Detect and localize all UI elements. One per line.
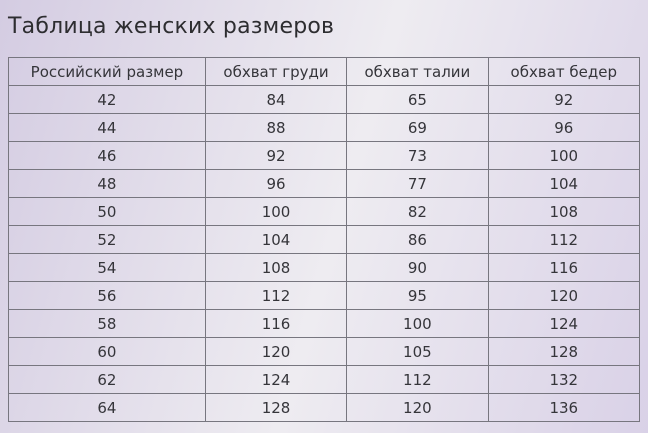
table-cell: 60 (8, 337, 206, 366)
table-cell: 112 (487, 225, 641, 254)
table-row: 42 84 65 92 (8, 85, 641, 114)
table-row: 52 104 86 112 (8, 225, 641, 254)
table-cell: 50 (8, 197, 206, 226)
table-cell: 128 (204, 393, 348, 422)
table-row: 60 120 105 128 (8, 337, 641, 366)
table-cell: 42 (8, 85, 206, 114)
table-cell: 84 (204, 85, 348, 114)
table-cell: 46 (8, 141, 206, 170)
table-cell: 100 (346, 309, 489, 338)
table-cell: 116 (204, 309, 348, 338)
column-header: обхват талии (346, 57, 489, 86)
table-cell: 92 (204, 141, 348, 170)
table-cell: 120 (204, 337, 348, 366)
table-cell: 100 (487, 141, 641, 170)
table-cell: 90 (346, 253, 489, 282)
column-header: обхват бедер (487, 57, 641, 86)
table-row: 62 124 112 132 (8, 365, 641, 394)
table-cell: 132 (487, 365, 641, 394)
table-cell: 100 (204, 197, 348, 226)
table-cell: 112 (204, 281, 348, 310)
table-cell: 136 (487, 393, 641, 422)
table-cell: 82 (346, 197, 489, 226)
table-cell: 120 (487, 281, 641, 310)
table-cell: 104 (487, 169, 641, 198)
table-cell: 44 (8, 113, 206, 142)
table-cell: 95 (346, 281, 489, 310)
table-cell: 124 (487, 309, 641, 338)
table-cell: 56 (8, 281, 206, 310)
table-cell: 48 (8, 169, 206, 198)
table-cell: 73 (346, 141, 489, 170)
table-row: 58 116 100 124 (8, 309, 641, 338)
table-cell: 105 (346, 337, 489, 366)
table-cell: 124 (204, 365, 348, 394)
table-cell: 128 (487, 337, 641, 366)
table-cell: 54 (8, 253, 206, 282)
table-cell: 69 (346, 113, 489, 142)
table-cell: 96 (487, 113, 641, 142)
table-cell: 96 (204, 169, 348, 198)
column-header: обхват груди (204, 57, 348, 86)
table-cell: 88 (204, 113, 348, 142)
table-cell: 108 (204, 253, 348, 282)
table-cell: 104 (204, 225, 348, 254)
table-cell: 64 (8, 393, 206, 422)
table-header-row: Российский размер обхват груди обхват тали… (8, 57, 641, 86)
table-cell: 62 (8, 365, 206, 394)
table-body: 42 84 65 92 44 88 69 96 46 92 73 100 48 96 77 104 50 100 8… (8, 85, 641, 422)
size-table: Российский размер обхват груди обхват тали… (8, 57, 641, 422)
table-row: 48 96 77 104 (8, 169, 641, 198)
table-cell: 52 (8, 225, 206, 254)
table-row: 56 112 95 120 (8, 281, 641, 310)
table-cell: 86 (346, 225, 489, 254)
table-cell: 58 (8, 309, 206, 338)
table-row: 44 88 69 96 (8, 113, 641, 142)
table-row: 54 108 90 116 (8, 253, 641, 282)
table-cell: 108 (487, 197, 641, 226)
table-cell: 77 (346, 169, 489, 198)
table-cell: 65 (346, 85, 489, 114)
page: { "page": { "title": "Таблица женских ра… (0, 12, 648, 433)
table-cell: 116 (487, 253, 641, 282)
table-cell: 92 (487, 85, 641, 114)
column-header: Российский размер (8, 57, 206, 86)
table-cell: 112 (346, 365, 489, 394)
table-row: 50 100 82 108 (8, 197, 641, 226)
table-row: 46 92 73 100 (8, 141, 641, 170)
table-row: 64 128 120 136 (8, 393, 641, 422)
table-cell: 120 (346, 393, 489, 422)
page-title: Таблица женских размеров (8, 14, 335, 39)
